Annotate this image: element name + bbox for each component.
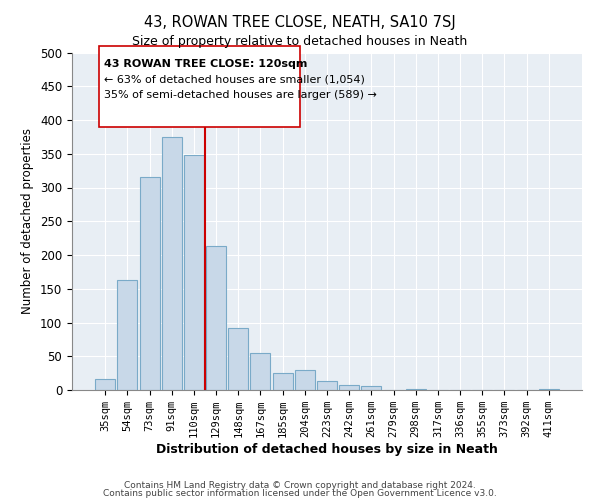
Bar: [206, 246, 226, 390]
X-axis label: Distribution of detached houses by size in Neath: Distribution of detached houses by size …: [156, 443, 498, 456]
Bar: [184, 155, 204, 390]
Bar: [228, 328, 248, 390]
Bar: [98, 46, 301, 126]
Bar: [272, 373, 293, 390]
Text: Size of property relative to detached houses in Neath: Size of property relative to detached ho…: [133, 35, 467, 48]
Y-axis label: Number of detached properties: Number of detached properties: [22, 128, 34, 314]
Bar: [295, 370, 315, 390]
Text: 35% of semi-detached houses are larger (589) →: 35% of semi-detached houses are larger (…: [104, 90, 377, 100]
Bar: [339, 384, 359, 390]
Bar: [250, 353, 271, 390]
Bar: [317, 380, 337, 390]
Text: Contains HM Land Registry data © Crown copyright and database right 2024.: Contains HM Land Registry data © Crown c…: [124, 480, 476, 490]
Text: ← 63% of detached houses are smaller (1,054): ← 63% of detached houses are smaller (1,…: [104, 74, 365, 84]
Text: 43, ROWAN TREE CLOSE, NEATH, SA10 7SJ: 43, ROWAN TREE CLOSE, NEATH, SA10 7SJ: [144, 15, 456, 30]
Bar: [140, 178, 160, 390]
Text: Contains public sector information licensed under the Open Government Licence v3: Contains public sector information licen…: [103, 490, 497, 498]
Bar: [95, 378, 115, 390]
Bar: [162, 137, 182, 390]
Bar: [118, 280, 137, 390]
Text: 43 ROWAN TREE CLOSE: 120sqm: 43 ROWAN TREE CLOSE: 120sqm: [104, 59, 307, 69]
Bar: [361, 386, 382, 390]
